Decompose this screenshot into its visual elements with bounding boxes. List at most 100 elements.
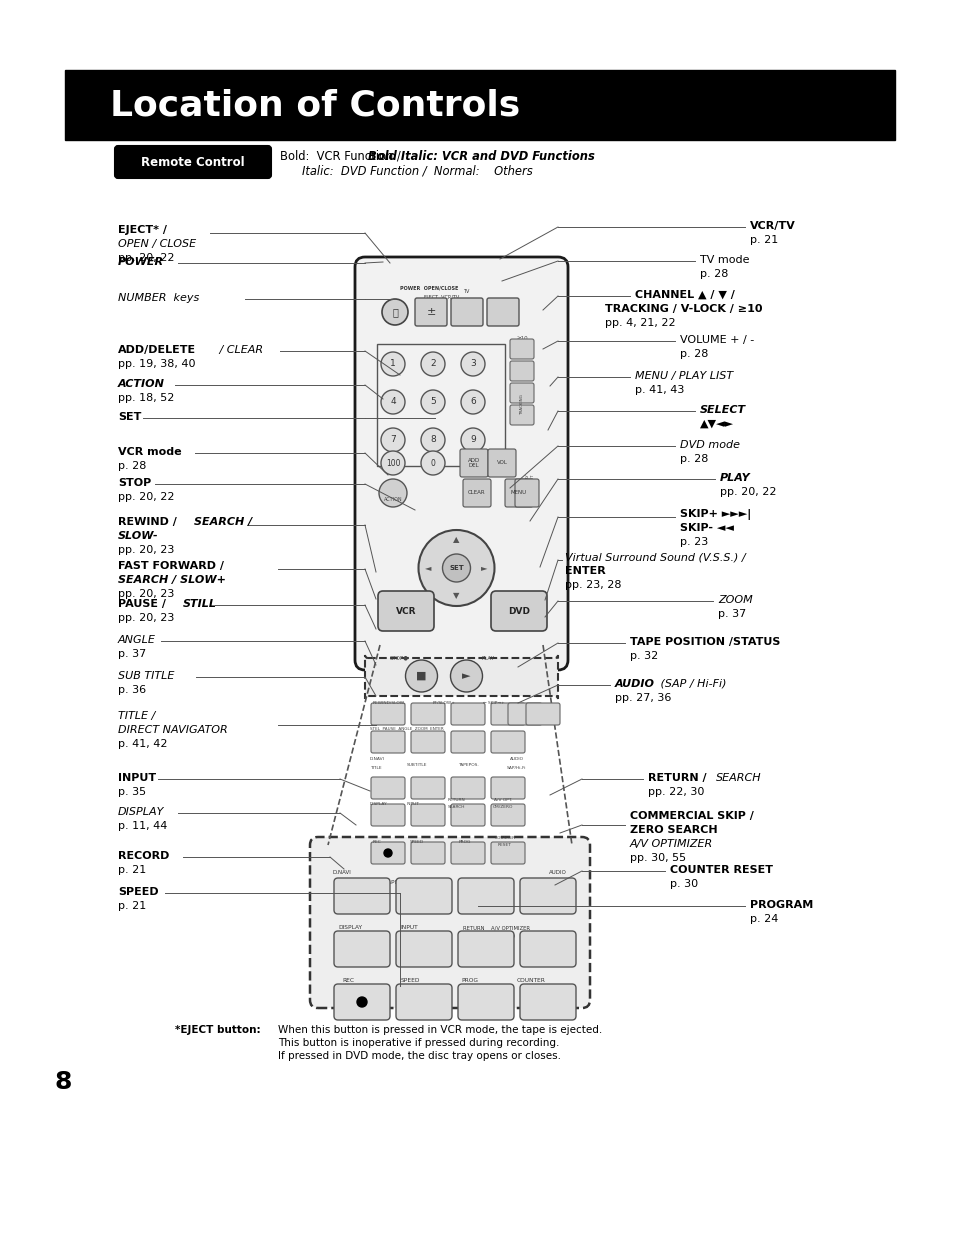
FancyBboxPatch shape bbox=[334, 878, 390, 914]
Text: ⏻: ⏻ bbox=[392, 308, 397, 317]
Circle shape bbox=[420, 451, 444, 475]
Text: DISPLAY: DISPLAY bbox=[370, 802, 387, 806]
Text: RETURN: RETURN bbox=[448, 798, 465, 802]
Text: D.NAVI: D.NAVI bbox=[333, 869, 352, 876]
Text: p. 37: p. 37 bbox=[718, 609, 745, 619]
Text: Remote Control: Remote Control bbox=[141, 156, 245, 168]
FancyBboxPatch shape bbox=[411, 703, 444, 725]
Text: 6: 6 bbox=[470, 398, 476, 406]
FancyBboxPatch shape bbox=[451, 777, 484, 799]
Text: 2: 2 bbox=[430, 359, 436, 368]
Text: STILL: STILL bbox=[183, 599, 216, 609]
Text: SELECT: SELECT bbox=[700, 405, 745, 415]
Text: pp. 22, 30: pp. 22, 30 bbox=[647, 787, 703, 797]
Text: OPEN / CLOSE: OPEN / CLOSE bbox=[118, 240, 196, 249]
Text: INPUT: INPUT bbox=[118, 773, 156, 783]
Text: AUDIO: AUDIO bbox=[615, 679, 655, 689]
Text: MENU / PLAY LIST: MENU / PLAY LIST bbox=[635, 370, 732, 382]
Text: STOP●: STOP● bbox=[390, 656, 409, 661]
FancyBboxPatch shape bbox=[488, 450, 516, 477]
Text: VCR: VCR bbox=[395, 606, 416, 615]
Text: p. 28: p. 28 bbox=[118, 461, 146, 471]
Text: ►: ► bbox=[462, 671, 470, 680]
Circle shape bbox=[380, 390, 405, 414]
Text: TITLE  SUBTITLE  TAPE POS.  SAP/Hi-Fi: TITLE SUBTITLE TAPE POS. SAP/Hi-Fi bbox=[333, 881, 444, 885]
Text: D.NAVI: D.NAVI bbox=[370, 757, 384, 761]
Text: Virtual Surround Sound (V.S.S.) /: Virtual Surround Sound (V.S.S.) / bbox=[564, 552, 745, 562]
Text: ◄: ◄ bbox=[425, 563, 432, 573]
Text: INPUT: INPUT bbox=[406, 802, 419, 806]
Text: CM/ZERO: CM/ZERO bbox=[493, 805, 513, 809]
Text: VCR mode: VCR mode bbox=[118, 447, 181, 457]
Text: ADD/DELETE: ADD/DELETE bbox=[118, 345, 196, 354]
FancyBboxPatch shape bbox=[491, 777, 524, 799]
Text: pp. 4, 21, 22: pp. 4, 21, 22 bbox=[604, 317, 675, 329]
Text: pp. 20, 23: pp. 20, 23 bbox=[118, 613, 174, 622]
Text: p. 28: p. 28 bbox=[679, 350, 708, 359]
Text: p. 32: p. 32 bbox=[629, 651, 658, 661]
Text: When this button is pressed in VCR mode, the tape is ejected.: When this button is pressed in VCR mode,… bbox=[277, 1025, 601, 1035]
Text: EJECT  VCR/TV: EJECT VCR/TV bbox=[423, 295, 458, 300]
Text: VCR/TV: VCR/TV bbox=[749, 221, 795, 231]
FancyBboxPatch shape bbox=[491, 703, 524, 725]
FancyBboxPatch shape bbox=[519, 931, 576, 967]
Text: PROG: PROG bbox=[461, 978, 478, 983]
Text: RECORD: RECORD bbox=[118, 851, 170, 861]
Text: RESET: RESET bbox=[497, 844, 512, 847]
Text: SKIP- ◄◄: SKIP- ◄◄ bbox=[679, 522, 733, 534]
Text: ±: ± bbox=[426, 308, 436, 317]
Text: FAST FORWARD /: FAST FORWARD / bbox=[118, 561, 228, 571]
FancyBboxPatch shape bbox=[334, 984, 390, 1020]
Text: ADD
DEL: ADD DEL bbox=[467, 458, 479, 468]
FancyBboxPatch shape bbox=[525, 703, 559, 725]
Text: Bold:  VCR Function /: Bold: VCR Function / bbox=[280, 149, 404, 163]
Text: SPEED: SPEED bbox=[410, 840, 424, 844]
Text: EJECT* /: EJECT* / bbox=[118, 225, 167, 235]
Text: ▼: ▼ bbox=[453, 592, 459, 600]
Circle shape bbox=[460, 429, 484, 452]
Text: ACTION: ACTION bbox=[118, 379, 165, 389]
Text: +: + bbox=[518, 350, 524, 354]
Circle shape bbox=[420, 390, 444, 414]
Text: TAPEPOS.: TAPEPOS. bbox=[457, 763, 477, 767]
FancyBboxPatch shape bbox=[411, 777, 444, 799]
Text: This button is inoperative if pressed during recording.: This button is inoperative if pressed du… bbox=[277, 1037, 558, 1049]
Text: REC: REC bbox=[341, 978, 354, 983]
Text: / CLEAR: / CLEAR bbox=[215, 345, 263, 354]
Text: DIRECT NAVIGATOR: DIRECT NAVIGATOR bbox=[118, 725, 228, 735]
Text: (SAP / Hi-Fi): (SAP / Hi-Fi) bbox=[657, 679, 726, 689]
FancyBboxPatch shape bbox=[462, 479, 491, 508]
Text: pp. 20, 23: pp. 20, 23 bbox=[118, 545, 174, 555]
Text: 7: 7 bbox=[390, 436, 395, 445]
Bar bbox=[65, 70, 894, 140]
Text: SET: SET bbox=[118, 412, 141, 422]
FancyBboxPatch shape bbox=[457, 984, 514, 1020]
FancyBboxPatch shape bbox=[334, 931, 390, 967]
Text: ►: ► bbox=[480, 563, 487, 573]
FancyBboxPatch shape bbox=[115, 146, 271, 178]
FancyBboxPatch shape bbox=[510, 338, 534, 359]
FancyBboxPatch shape bbox=[491, 731, 524, 753]
Text: SPEED: SPEED bbox=[400, 978, 419, 983]
FancyBboxPatch shape bbox=[371, 804, 405, 826]
Text: SUB TITLE: SUB TITLE bbox=[118, 671, 174, 680]
FancyBboxPatch shape bbox=[515, 479, 538, 508]
Text: PLAY: PLAY bbox=[720, 473, 750, 483]
Text: pp. 30, 55: pp. 30, 55 bbox=[629, 853, 685, 863]
Text: 0: 0 bbox=[430, 458, 435, 468]
FancyBboxPatch shape bbox=[451, 703, 484, 725]
Text: SEARCH: SEARCH bbox=[716, 773, 760, 783]
Text: If pressed in DVD mode, the disc tray opens or closes.: If pressed in DVD mode, the disc tray op… bbox=[277, 1051, 560, 1061]
FancyBboxPatch shape bbox=[371, 777, 405, 799]
Text: SEARCH / SLOW+: SEARCH / SLOW+ bbox=[118, 576, 226, 585]
Text: RETURN /: RETURN / bbox=[647, 773, 710, 783]
Text: ENTER: ENTER bbox=[564, 566, 605, 576]
Circle shape bbox=[405, 659, 437, 692]
Circle shape bbox=[380, 451, 405, 475]
Text: ≥10: ≥10 bbox=[516, 336, 527, 342]
Text: DVD: DVD bbox=[507, 606, 530, 615]
Text: COUNTER RESET: COUNTER RESET bbox=[669, 864, 772, 876]
Text: p. 41, 43: p. 41, 43 bbox=[635, 385, 683, 395]
FancyBboxPatch shape bbox=[459, 450, 488, 477]
Text: pp. 19, 38, 40: pp. 19, 38, 40 bbox=[118, 359, 195, 369]
